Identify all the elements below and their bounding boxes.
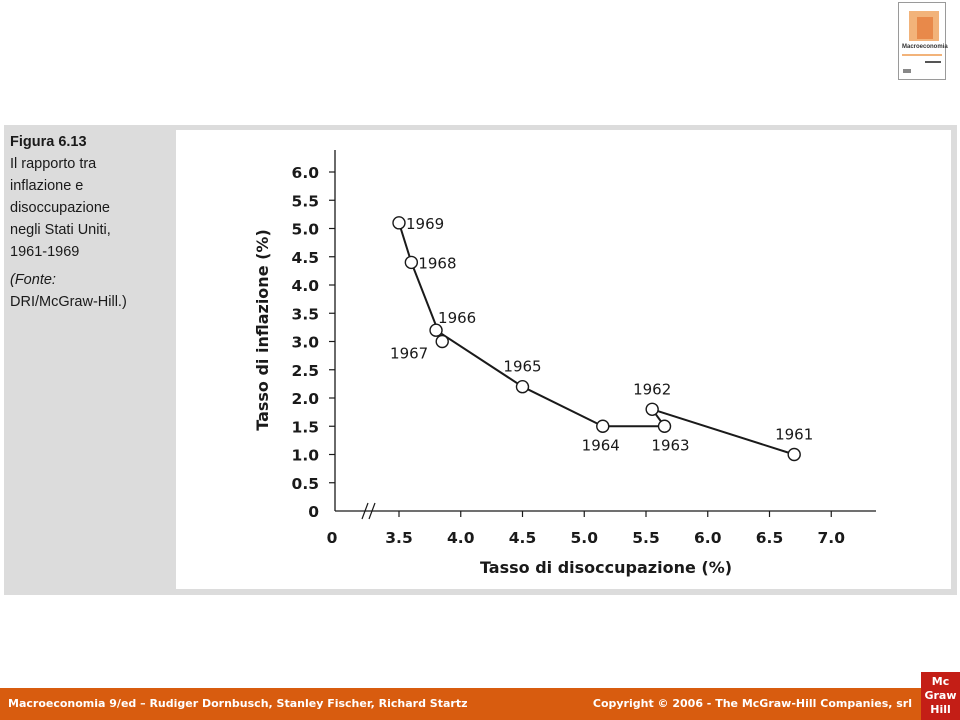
y-tick-label: 2.5 <box>292 362 319 380</box>
point-label-1964: 1964 <box>582 436 620 454</box>
publisher-logo-line: Graw <box>924 689 957 702</box>
data-point-1967 <box>435 334 449 349</box>
book-cover-thumbnail: Macroeconomia <box>898 2 948 80</box>
figure-source-line: DRI/McGraw-Hill.) <box>10 294 127 310</box>
cover-graphic-inner <box>917 17 933 39</box>
data-point-1965 <box>515 380 530 394</box>
data-point-1969 <box>392 216 406 230</box>
x-tick-label: 5.5 <box>632 529 659 547</box>
y-tick-label: 6.0 <box>292 164 320 182</box>
cover-title: Macroeconomia <box>902 44 948 50</box>
axis-break-mark <box>361 502 369 520</box>
point-label-1968: 1968 <box>418 254 456 272</box>
cover-publisher-mark <box>903 69 911 73</box>
figure-title-line: disoccupazione <box>10 200 110 216</box>
point-label-1965: 1965 <box>503 358 541 376</box>
point-label-1967: 1967 <box>390 345 428 363</box>
x-tick-label: 4.5 <box>509 529 536 547</box>
data-point-1963 <box>657 419 672 433</box>
x-origin-label: 0 <box>327 529 338 547</box>
point-label-1963: 1963 <box>651 436 689 454</box>
y-tick-label: 0.5 <box>292 475 319 493</box>
data-point-1962 <box>645 402 659 416</box>
data-points <box>392 216 801 462</box>
series-segment <box>435 329 524 388</box>
x-tick-label: 4.0 <box>447 529 475 547</box>
y-tick-label: 1.5 <box>292 418 319 436</box>
y-tick-label: 3.5 <box>292 305 319 323</box>
axes: 0 0.5 1.0 1.5 2.0 2.5 3.0 3.5 4.0 4.5 5.0 5.5 6.0 3.5… <box>253 150 876 577</box>
x-tick-label: 3.5 <box>385 529 412 547</box>
x-axis-title: Tasso di disoccupazione (%) <box>480 558 732 577</box>
figure-caption: Figura 6.13 Il rapporto tra inflazione e… <box>10 131 170 313</box>
publisher-logo-line: Mc <box>931 675 950 688</box>
y-tick-label: 4.5 <box>292 249 319 267</box>
figure-number: Figura 6.13 <box>10 134 87 150</box>
figure-source: (Fonte: DRI/McGraw-Hill.) <box>10 269 170 313</box>
y-tick-label: 2.0 <box>292 390 320 408</box>
figure-title-line: Il rapporto tra <box>10 156 97 172</box>
figure-source-line: (Fonte: <box>10 272 56 288</box>
point-labels: 1961 1962 1963 1964 1965 1966 1967 1968 1969 <box>390 215 813 454</box>
phillips-curve-chart: 0 0.5 1.0 1.5 2.0 2.5 3.0 3.5 4.0 4.5 5.0 5.5 6.0 3.5… <box>253 150 876 577</box>
series-segment <box>398 222 413 263</box>
y-tick-label: 5.5 <box>292 192 319 210</box>
figure-title-line: inflazione e <box>10 178 84 194</box>
data-point-1968 <box>404 255 419 270</box>
point-label-1969: 1969 <box>406 215 444 233</box>
x-tick-label: 6.0 <box>694 529 722 547</box>
publisher-logo: Mc Graw Hill <box>921 672 960 720</box>
point-label-1961: 1961 <box>775 426 813 444</box>
footer-book-credit: Macroeconomia 9/ed – Rudiger Dornbusch, … <box>8 697 468 710</box>
x-tick-label: 5.0 <box>571 529 599 547</box>
point-label-1962: 1962 <box>633 380 671 398</box>
y-axis-title: Tasso di inflazione (%) <box>253 229 272 431</box>
y-tick-label: 0 <box>308 503 319 521</box>
y-tick-label: 5.0 <box>292 221 320 239</box>
x-tick-label: 7.0 <box>818 529 846 547</box>
y-tick-label: 3.0 <box>292 334 320 352</box>
footer-copyright: Copyright © 2006 - The McGraw-Hill Compa… <box>592 697 912 710</box>
data-point-1961 <box>787 447 801 462</box>
y-tick-label: 1.0 <box>292 447 320 465</box>
cover-author-line <box>925 61 941 63</box>
data-point-1964 <box>596 419 610 433</box>
data-point-1966 <box>429 323 443 337</box>
x-tick-label: 6.5 <box>756 529 783 547</box>
series-segment <box>522 385 604 428</box>
point-label-1966: 1966 <box>438 309 476 327</box>
series-line <box>398 222 795 456</box>
publisher-logo-line: Hill <box>930 703 951 716</box>
series-segment <box>651 408 795 456</box>
figure-title-line: 1961-1969 <box>10 244 80 260</box>
cover-rule <box>902 54 942 56</box>
footer-bar: Macroeconomia 9/ed – Rudiger Dornbusch, … <box>0 688 960 720</box>
chart-area: 0 0.5 1.0 1.5 2.0 2.5 3.0 3.5 4.0 4.5 5.0 5.5 6.0 3.5… <box>176 130 951 589</box>
axis-break-mark <box>368 502 376 520</box>
y-tick-label: 4.0 <box>292 277 320 295</box>
figure-title-line: negli Stati Uniti, <box>10 222 111 238</box>
